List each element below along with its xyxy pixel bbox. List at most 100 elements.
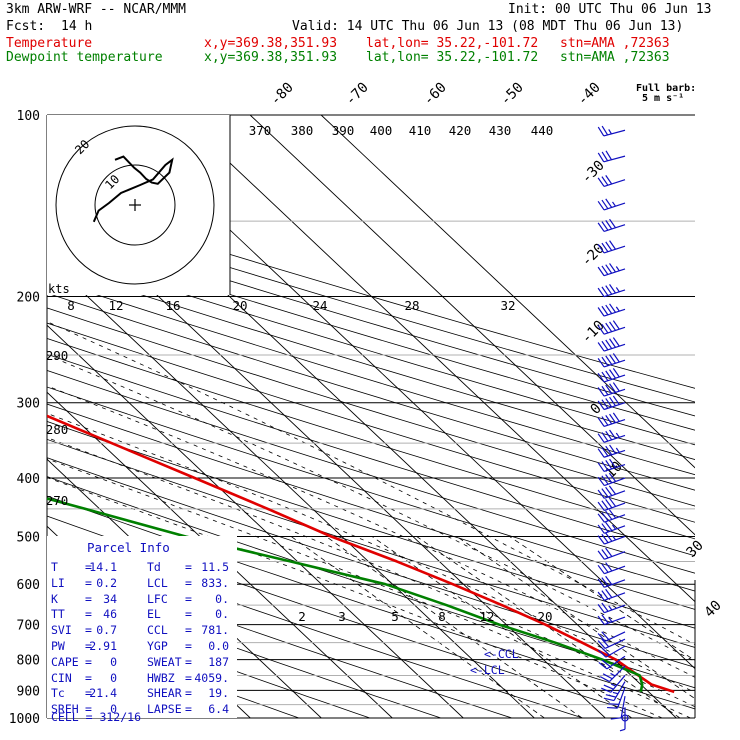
theta-label: 440	[531, 123, 554, 138]
isotherm-label: -80	[268, 80, 297, 109]
pressure-tick-label: 700	[17, 619, 40, 634]
mixing-ratio-label: 12	[479, 609, 494, 624]
wind-barb	[597, 602, 626, 614]
parcel-row-value: 0	[110, 654, 117, 669]
theta-label: 390	[332, 123, 355, 138]
pressure-tick-label: 1000	[9, 712, 40, 727]
pressure-tick-label: 400	[17, 472, 40, 487]
temperature-xy: x,y=369.38,351.93	[204, 36, 338, 51]
kts-label: kts	[48, 282, 70, 296]
wind-scale-label: 32	[500, 298, 515, 313]
mixing-ratio-label: 5	[391, 609, 399, 624]
parcel-row-value-2: 6.4	[208, 702, 229, 717]
parcel-row-value: 0	[110, 702, 117, 717]
parcel-row-label: PW	[51, 639, 65, 653]
wind-barb	[610, 696, 626, 720]
valid-time: Valid: 14 UTC Thu 06 Jun 13 (08 MDT Thu …	[292, 19, 684, 34]
parcel-row-eq: =	[185, 702, 192, 717]
forecast-hour: 14 h	[61, 19, 93, 34]
wind-barb	[597, 497, 626, 512]
parcel-row-label: SVI	[51, 623, 72, 638]
wind-barb	[597, 614, 626, 626]
parcel-row-label: TT	[51, 607, 65, 622]
wind-barb	[597, 218, 626, 233]
wind-barb	[598, 655, 626, 670]
wind-barb	[597, 284, 626, 298]
wind-barb	[597, 575, 626, 588]
wind-barb	[597, 645, 626, 658]
theta-label: 410	[409, 123, 432, 138]
mixing-ratio-label: 3	[338, 609, 346, 624]
sounding-series	[47, 414, 675, 694]
isotherm-line	[47, 391, 393, 718]
parcel-row-eq: =	[185, 575, 192, 590]
isotherm-line	[249, 115, 695, 536]
wind-barbs	[597, 125, 629, 732]
isotherm-label: -60	[421, 80, 450, 109]
wind-barb	[597, 532, 626, 545]
parcel-row-value-2: 781.	[201, 623, 229, 638]
parcel-row-label-2: EL	[147, 607, 161, 622]
parcel-row-value: 0.7	[96, 623, 117, 638]
parcel-row-value-2: 11.5	[201, 560, 229, 574]
parcel-row-value: 34	[103, 591, 117, 606]
hodograph-ring-inner	[94, 164, 176, 246]
wind-barb	[597, 631, 626, 642]
wind-barb	[607, 687, 626, 709]
parcel-row-value-2: 0.	[215, 607, 229, 622]
wind-barb	[597, 303, 626, 317]
theta-label: 400	[370, 123, 393, 138]
hodograph-ring-outer	[55, 125, 215, 285]
parcel-row-value-2: 0.	[215, 591, 229, 606]
wind-barb	[597, 547, 626, 560]
theta-label: 370	[249, 123, 272, 138]
mixing-ratio-line	[509, 536, 695, 662]
theta-label: 420	[449, 123, 472, 138]
pressure-tick-label: 200	[17, 291, 40, 306]
parcel-row-eq: =	[185, 607, 192, 622]
wind-barb	[597, 240, 626, 254]
wind-scale-label: 28	[404, 298, 419, 313]
wind-barb	[597, 638, 626, 649]
wind-barb	[597, 150, 626, 163]
hodograph-trace	[92, 155, 174, 223]
parcel-row-value-2: 833.	[201, 575, 229, 590]
mixing-ratio-line	[325, 536, 583, 718]
pressure-tick-label: 500	[17, 530, 40, 545]
parcel-row-value: 46	[103, 607, 117, 622]
wind-scale-label: 20	[232, 298, 247, 313]
pressure-tick-label: 300	[17, 397, 40, 412]
parcel-cell: CELL = 312/16	[51, 710, 142, 724]
wind-barb	[599, 665, 626, 683]
temperature-station: stn=AMA ,72363	[560, 36, 670, 51]
parcel-row-eq: =	[85, 670, 92, 685]
wind-barb	[597, 125, 626, 137]
parcel-row-label: CIN	[51, 670, 72, 685]
mixing-ratio-label: 8	[438, 609, 446, 624]
wind-barb	[597, 198, 626, 211]
parcel-row-label-2: SHEAR	[147, 686, 182, 701]
full-barb-label: Full barb:	[636, 83, 697, 94]
isotherm-label: 30	[684, 538, 707, 561]
isotherm-label: -50	[498, 80, 527, 109]
parcel-row-eq: =	[85, 560, 92, 574]
isotherm-label: -40	[575, 80, 604, 109]
wind-barb	[597, 509, 626, 523]
theta-label: 280	[46, 422, 69, 437]
full-barb-unit: 5 m s⁻¹	[642, 93, 685, 104]
wind-barb	[597, 320, 626, 335]
init-time: Init: 00 UTC Thu 06 Jun 13	[508, 2, 712, 17]
pressure-tick-label: 800	[17, 654, 40, 669]
wind-barb	[597, 382, 626, 397]
wind-scale-label: 12	[108, 298, 123, 313]
wind-barb	[597, 395, 626, 411]
dewpoint-xy: x,y=369.38,351.93	[204, 50, 338, 65]
parcel-row-value: 0	[110, 670, 117, 685]
wind-scale-label: 8	[67, 298, 75, 313]
isotherm-label: 40	[702, 598, 725, 621]
temperature-legend: Temperature	[6, 36, 93, 51]
wind-barb	[597, 458, 626, 472]
parcel-row-label-2: LCL	[147, 575, 168, 590]
parcel-info-panel	[47, 536, 237, 718]
parcel-row-value: 21.4	[89, 686, 117, 701]
